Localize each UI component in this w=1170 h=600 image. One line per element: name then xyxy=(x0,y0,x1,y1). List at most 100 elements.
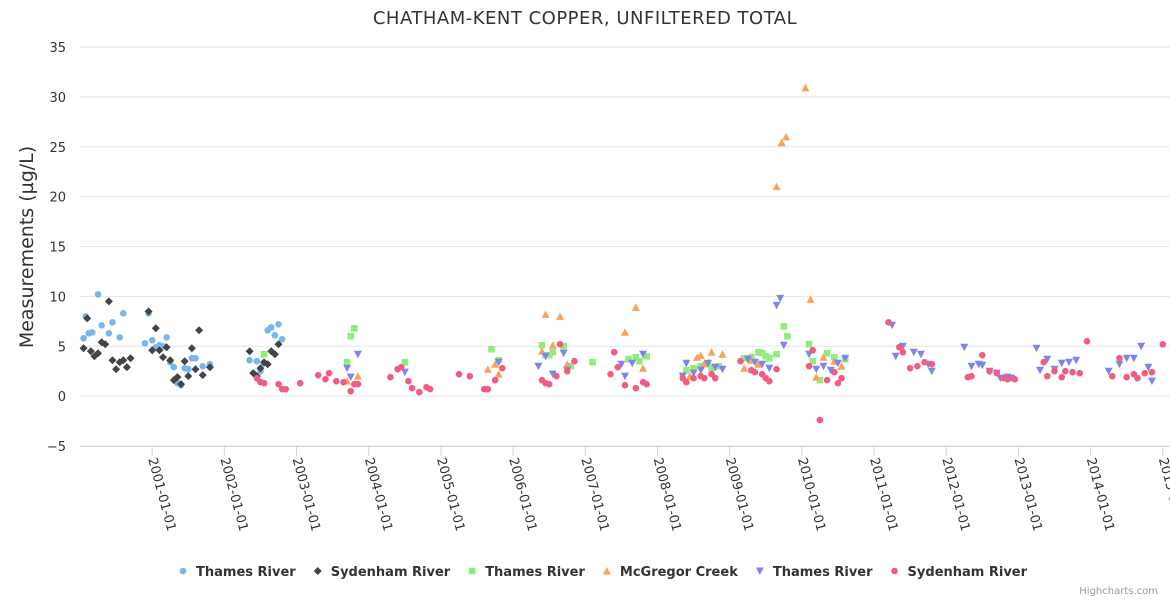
data-point[interactable] xyxy=(275,321,282,328)
data-point[interactable] xyxy=(689,369,698,378)
data-point[interactable] xyxy=(812,373,821,381)
data-point[interactable] xyxy=(184,372,193,381)
data-point[interactable] xyxy=(1064,358,1073,367)
data-point[interactable] xyxy=(834,379,842,387)
data-point[interactable] xyxy=(109,319,116,326)
data-point[interactable] xyxy=(819,353,828,361)
data-point[interactable] xyxy=(498,364,506,372)
data-point[interactable] xyxy=(155,346,164,355)
data-point[interactable] xyxy=(718,350,727,358)
data-point[interactable] xyxy=(968,372,975,380)
data-point[interactable] xyxy=(1051,367,1058,375)
data-point[interactable] xyxy=(245,347,254,356)
legend-label[interactable]: Thames River xyxy=(773,565,873,580)
data-point[interactable] xyxy=(841,354,850,363)
data-point[interactable] xyxy=(267,323,275,331)
data-point[interactable] xyxy=(755,348,762,356)
data-point[interactable] xyxy=(246,356,253,364)
data-point[interactable] xyxy=(625,355,632,363)
data-point[interactable] xyxy=(426,385,434,393)
legend-symbol[interactable] xyxy=(891,567,898,575)
data-point[interactable] xyxy=(1058,373,1066,381)
data-point[interactable] xyxy=(296,379,304,387)
data-point[interactable] xyxy=(1159,340,1167,348)
data-point[interactable] xyxy=(314,371,322,379)
data-point[interactable] xyxy=(737,357,744,365)
legend-label[interactable]: Thames River xyxy=(485,565,585,580)
data-point[interactable] xyxy=(631,303,640,311)
data-point[interactable] xyxy=(1144,363,1153,372)
data-point[interactable] xyxy=(628,359,637,368)
data-point[interactable] xyxy=(751,368,759,376)
data-point[interactable] xyxy=(758,349,766,357)
data-point[interactable] xyxy=(560,342,567,350)
data-point[interactable] xyxy=(80,334,87,342)
data-point[interactable] xyxy=(274,340,283,349)
data-point[interactable] xyxy=(455,370,463,378)
data-point[interactable] xyxy=(636,357,643,365)
data-point[interactable] xyxy=(556,312,565,320)
data-point[interactable] xyxy=(163,333,170,341)
data-point[interactable] xyxy=(823,349,831,357)
data-point[interactable] xyxy=(909,348,918,357)
data-point[interactable] xyxy=(921,358,928,366)
data-point[interactable] xyxy=(1122,354,1131,363)
data-point[interactable] xyxy=(253,357,261,365)
legend-item[interactable]: Sydenham River xyxy=(891,565,1028,580)
data-point[interactable] xyxy=(347,387,354,395)
data-point[interactable] xyxy=(275,380,282,388)
data-point[interactable] xyxy=(101,340,110,349)
data-point[interactable] xyxy=(548,341,557,349)
data-point[interactable] xyxy=(571,357,578,365)
data-point[interactable] xyxy=(1057,359,1066,368)
data-point[interactable] xyxy=(1116,354,1123,362)
data-point[interactable] xyxy=(256,364,265,373)
data-point[interactable] xyxy=(1137,342,1146,351)
legend-symbol[interactable] xyxy=(179,567,187,575)
data-point[interactable] xyxy=(1123,373,1130,381)
data-point[interactable] xyxy=(960,343,969,352)
legend-symbol[interactable] xyxy=(313,567,322,575)
data-point[interactable] xyxy=(88,328,96,336)
data-point[interactable] xyxy=(1141,369,1149,377)
data-point[interactable] xyxy=(885,319,892,326)
data-point[interactable] xyxy=(701,374,708,382)
data-point[interactable] xyxy=(708,364,715,372)
data-point[interactable] xyxy=(151,324,160,333)
data-point[interactable] xyxy=(105,329,113,337)
data-point[interactable] xyxy=(816,416,824,424)
data-point[interactable] xyxy=(270,350,279,359)
data-point[interactable] xyxy=(387,373,394,381)
data-point[interactable] xyxy=(260,350,268,358)
data-point[interactable] xyxy=(112,365,121,374)
data-point[interactable] xyxy=(978,361,987,370)
data-point[interactable] xyxy=(621,372,629,381)
data-point[interactable] xyxy=(1004,375,1011,383)
data-point[interactable] xyxy=(806,295,815,303)
data-point[interactable] xyxy=(192,354,199,362)
data-point[interactable] xyxy=(166,356,175,365)
credits-link[interactable]: Highcharts.com xyxy=(1079,586,1158,597)
data-point[interactable] xyxy=(353,350,362,359)
data-point[interactable] xyxy=(621,328,629,336)
data-point[interactable] xyxy=(534,362,543,371)
data-point[interactable] xyxy=(397,363,405,371)
data-point[interactable] xyxy=(801,83,810,92)
data-point[interactable] xyxy=(711,374,719,382)
data-point[interactable] xyxy=(899,348,907,356)
data-point[interactable] xyxy=(704,359,713,368)
data-point[interactable] xyxy=(98,322,105,329)
data-point[interactable] xyxy=(108,356,117,365)
data-point[interactable] xyxy=(682,359,691,368)
data-point[interactable] xyxy=(784,332,791,340)
data-point[interactable] xyxy=(718,365,727,374)
data-point[interactable] xyxy=(762,352,770,360)
data-point[interactable] xyxy=(549,348,557,356)
data-point[interactable] xyxy=(484,385,492,393)
legend-label[interactable]: Thames River xyxy=(196,565,296,580)
data-point[interactable] xyxy=(766,354,773,362)
data-point[interactable] xyxy=(126,354,135,363)
data-point[interactable] xyxy=(184,365,192,373)
data-point[interactable] xyxy=(696,366,705,375)
data-point[interactable] xyxy=(765,364,774,373)
